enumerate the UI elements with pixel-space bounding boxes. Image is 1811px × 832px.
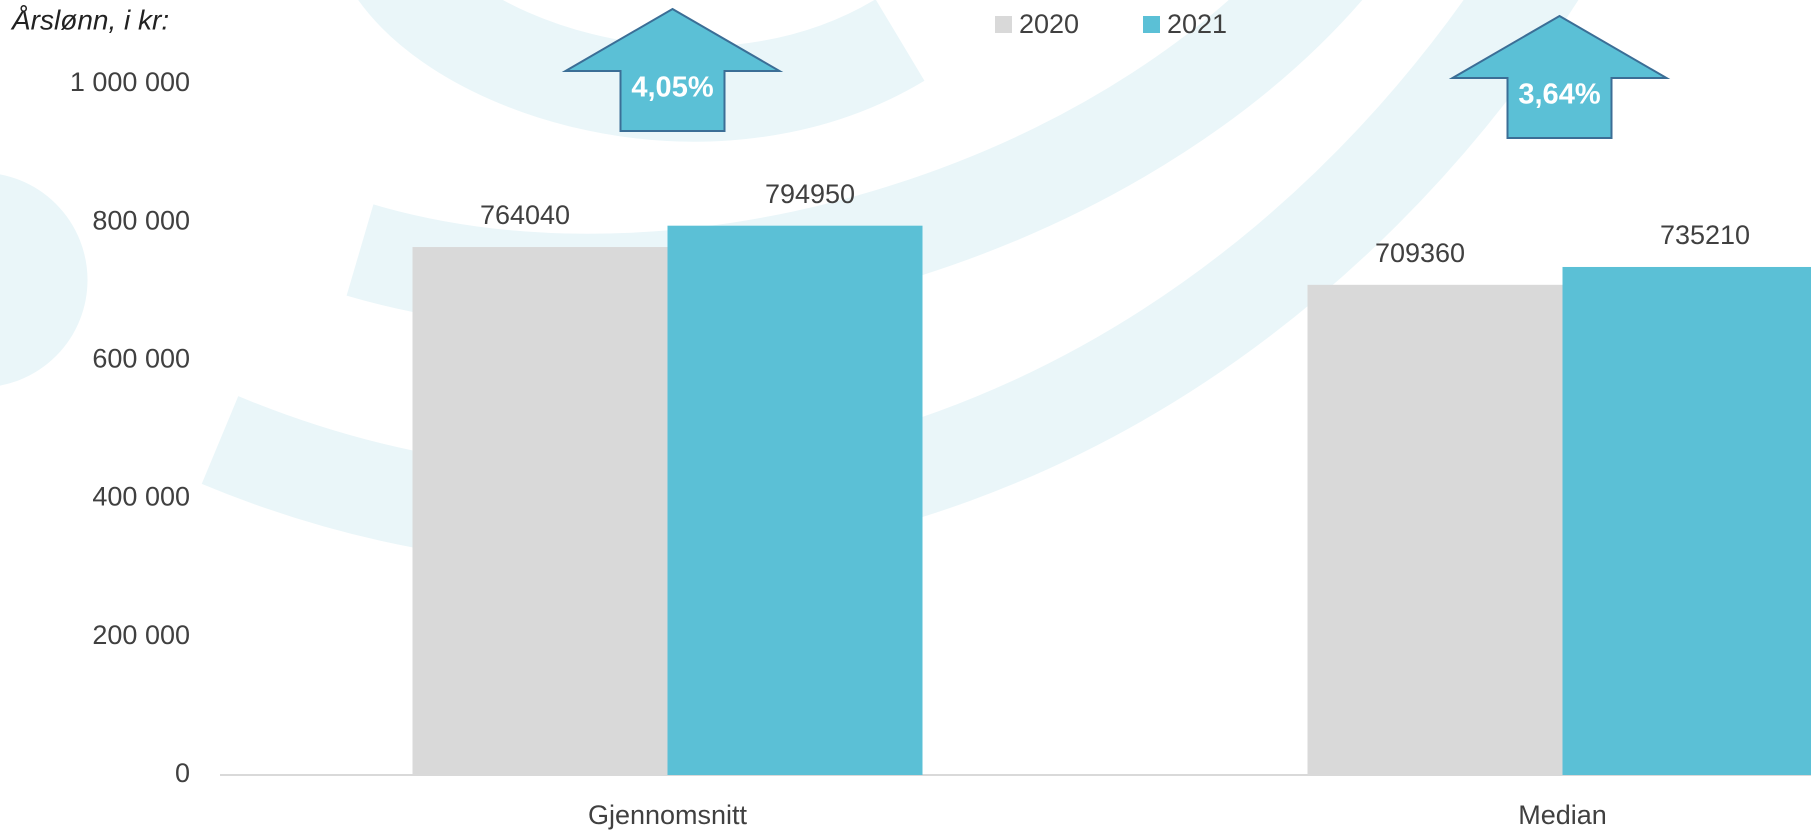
x-tick-label: Median	[1518, 800, 1607, 830]
annotation: 3,64%	[1518, 79, 1600, 111]
y-tick-label: 1 000 000	[70, 67, 190, 97]
value-label: 794950	[765, 179, 855, 209]
y-tick-label: 0	[175, 758, 190, 788]
y-tick-label: 800 000	[92, 205, 190, 235]
bar	[667, 225, 923, 775]
y-tick-label: 400 000	[92, 482, 190, 512]
legend-label: 2020	[1019, 9, 1079, 39]
value-label: 709360	[1375, 238, 1465, 268]
value-label: 764040	[480, 200, 570, 230]
annotation: 4,05%	[631, 72, 713, 104]
legend-label: 2021	[1167, 9, 1227, 39]
bar	[1562, 266, 1811, 775]
increase-arrow	[561, 7, 784, 132]
y-tick-label: 600 000	[92, 344, 190, 374]
bar	[412, 247, 668, 776]
increase-arrow	[1448, 14, 1671, 139]
legend-swatch	[995, 16, 1012, 33]
legend-swatch	[1143, 16, 1160, 33]
value-label: 735210	[1660, 220, 1750, 250]
chart-title: Årslønn, i kr:	[10, 4, 169, 35]
bar	[1307, 284, 1563, 775]
y-tick-label: 200 000	[92, 620, 190, 650]
x-tick-label: Gjennomsnitt	[588, 800, 748, 830]
